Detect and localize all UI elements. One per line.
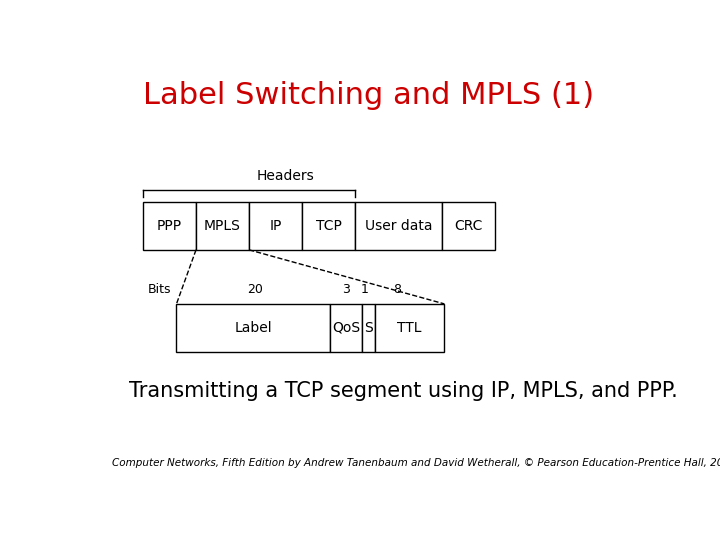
- Bar: [355, 202, 441, 250]
- Text: Bits: Bits: [148, 283, 171, 296]
- Text: Computer Networks, Fifth Edition by Andrew Tanenbaum and David Wetherall, © Pear: Computer Networks, Fifth Edition by Andr…: [112, 458, 720, 468]
- Text: Label Switching and MPLS (1): Label Switching and MPLS (1): [143, 82, 595, 111]
- Bar: [143, 202, 196, 250]
- Bar: [176, 304, 330, 352]
- Text: TCP: TCP: [315, 219, 341, 233]
- Text: 3: 3: [341, 283, 349, 296]
- Text: User data: User data: [364, 219, 432, 233]
- Text: S: S: [364, 321, 373, 335]
- Bar: [196, 202, 249, 250]
- Text: 8: 8: [393, 283, 401, 296]
- Text: PPP: PPP: [157, 219, 182, 233]
- Bar: [362, 304, 374, 352]
- Bar: [374, 304, 444, 352]
- Bar: [249, 202, 302, 250]
- Text: TTL: TTL: [397, 321, 422, 335]
- Text: Transmitting a TCP segment using IP, MPLS, and PPP.: Transmitting a TCP segment using IP, MPL…: [129, 381, 678, 401]
- Text: MPLS: MPLS: [204, 219, 241, 233]
- Text: 1: 1: [361, 283, 369, 296]
- Bar: [441, 202, 495, 250]
- Text: IP: IP: [269, 219, 282, 233]
- Text: 20: 20: [247, 283, 263, 296]
- Text: Headers: Headers: [256, 170, 314, 183]
- Bar: [302, 202, 355, 250]
- Bar: [330, 304, 362, 352]
- Text: Label: Label: [235, 321, 272, 335]
- Text: CRC: CRC: [454, 219, 482, 233]
- Text: QoS: QoS: [332, 321, 360, 335]
